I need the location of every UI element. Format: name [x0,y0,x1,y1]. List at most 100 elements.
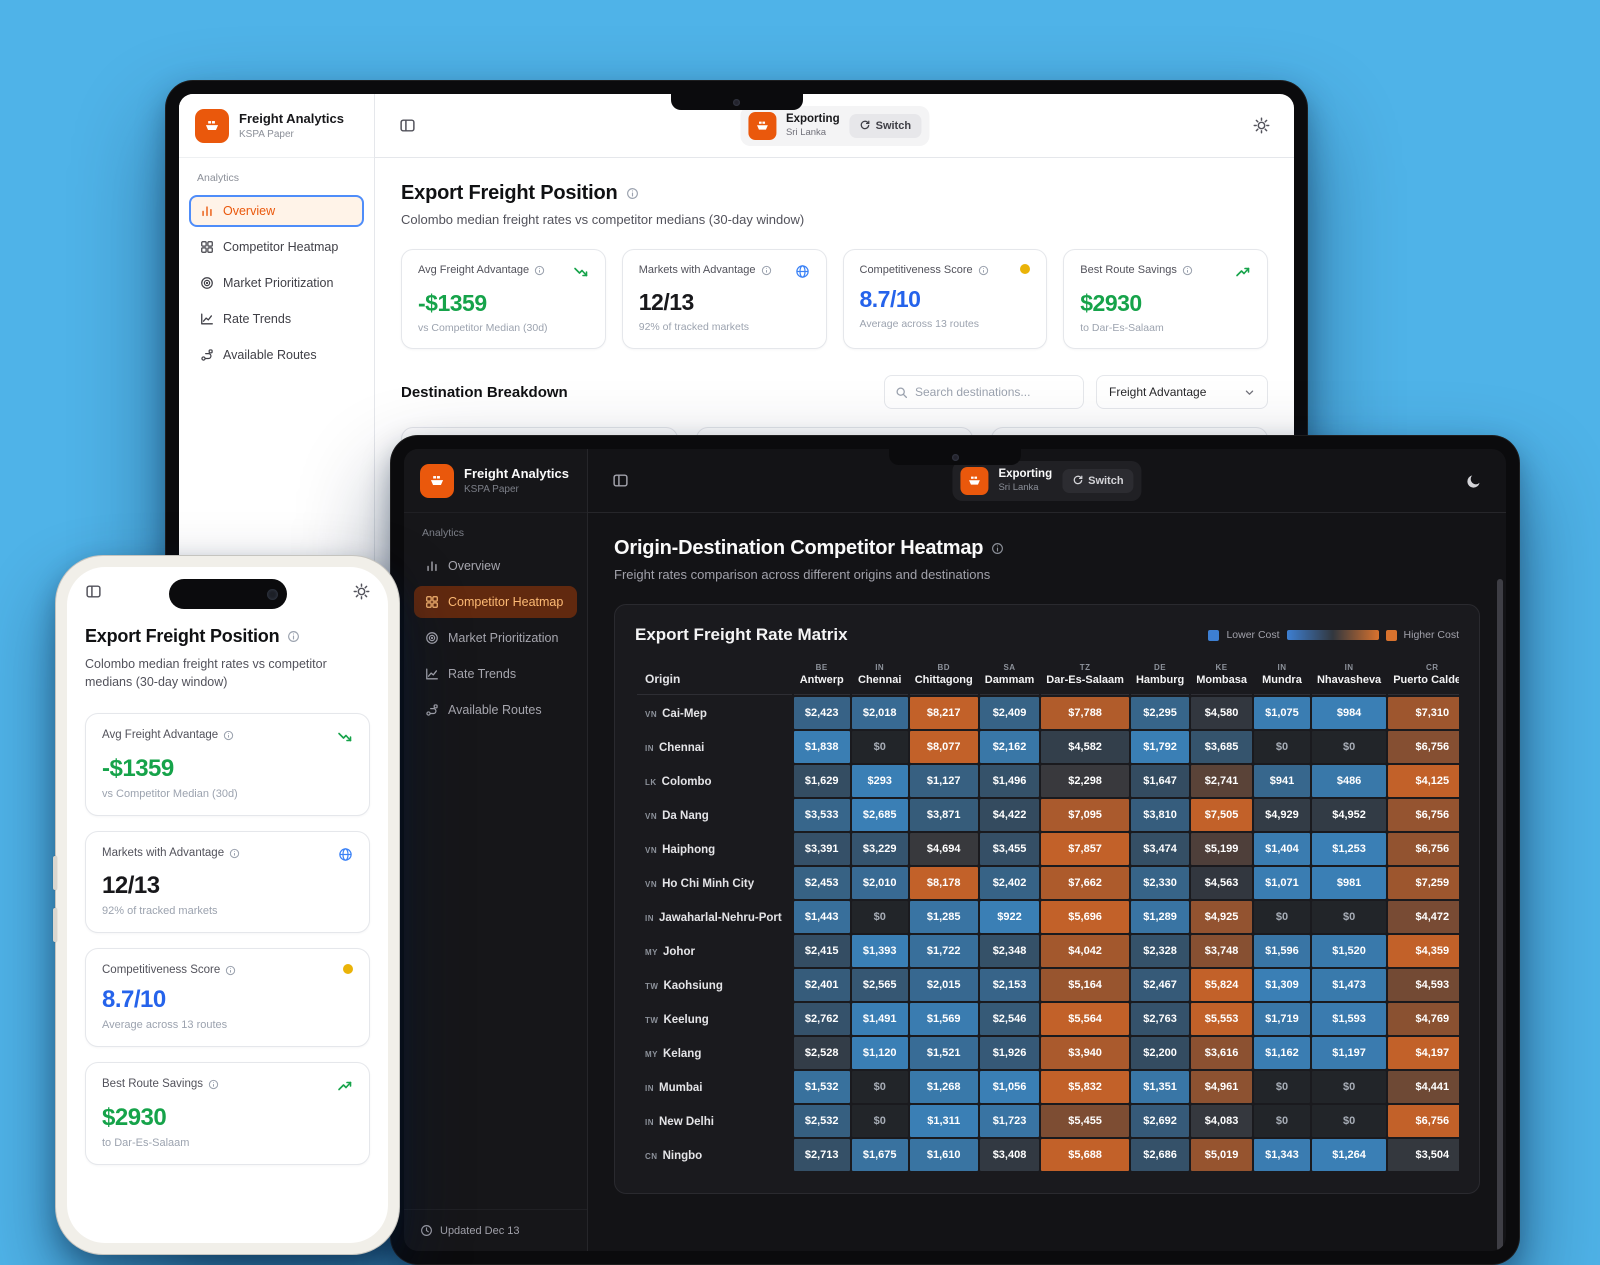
rate-cell[interactable]: $2,330 [1130,867,1190,899]
search-input[interactable] [915,385,1073,399]
rate-cell[interactable]: $2,467 [1130,969,1190,1001]
rate-cell[interactable]: $1,520 [1311,935,1387,967]
rate-cell[interactable]: $1,289 [1130,901,1190,933]
destination-search[interactable] [884,375,1084,409]
rate-cell[interactable]: $3,748 [1191,935,1252,967]
rate-cell[interactable]: $1,719 [1253,1003,1310,1035]
rate-cell[interactable]: $4,042 [1041,935,1129,967]
switch-button[interactable]: Switch [849,113,922,138]
rate-cell[interactable]: $1,351 [1130,1071,1190,1103]
sidebar-item-available-routes[interactable]: Available Routes [189,339,364,371]
rate-cell[interactable]: $5,824 [1191,969,1252,1001]
info-icon[interactable] [761,265,772,276]
rate-cell[interactable]: $2,453 [793,867,850,899]
rate-cell[interactable]: $4,694 [909,833,978,865]
rate-cell[interactable]: $1,127 [909,765,978,797]
sidebar-item-market-prioritization[interactable]: Market Prioritization [189,267,364,299]
rate-cell[interactable]: $1,285 [909,901,978,933]
rate-cell[interactable]: $1,629 [793,765,850,797]
info-icon[interactable] [1182,265,1193,276]
rate-cell[interactable]: $1,393 [851,935,908,967]
rate-cell[interactable]: $0 [1311,901,1387,933]
info-icon[interactable] [978,265,989,276]
rate-cell[interactable]: $3,504 [1388,1139,1459,1171]
rate-cell[interactable]: $2,295 [1130,697,1190,729]
rate-cell[interactable]: $1,268 [909,1071,978,1103]
rate-cell[interactable]: $0 [1311,1105,1387,1137]
rate-cell[interactable]: $4,441 [1388,1071,1459,1103]
rate-cell[interactable]: $1,569 [909,1003,978,1035]
rate-cell[interactable]: $8,217 [909,697,978,729]
rate-cell[interactable]: $7,259 [1388,867,1459,899]
rate-cell[interactable]: $5,199 [1191,833,1252,865]
rate-cell[interactable]: $2,686 [1130,1139,1190,1171]
rate-cell[interactable]: $4,925 [1191,901,1252,933]
rate-cell[interactable]: $7,310 [1388,697,1459,729]
rate-cell[interactable]: $1,722 [909,935,978,967]
sidebar-item-competitor-heatmap[interactable]: Competitor Heatmap [189,231,364,263]
rate-cell[interactable]: $7,505 [1191,799,1252,831]
rate-cell[interactable]: $2,546 [979,1003,1040,1035]
rate-cell[interactable]: $1,264 [1311,1139,1387,1171]
rate-cell[interactable]: $8,077 [909,731,978,763]
rate-cell[interactable]: $0 [1253,901,1310,933]
rate-cell[interactable]: $6,756 [1388,833,1459,865]
rate-cell[interactable]: $1,792 [1130,731,1190,763]
info-icon[interactable] [991,542,1004,555]
rate-cell[interactable]: $4,563 [1191,867,1252,899]
rate-cell[interactable]: $1,723 [979,1105,1040,1137]
rate-cell[interactable]: $6,756 [1388,731,1459,763]
rate-cell[interactable]: $0 [851,1071,908,1103]
rate-cell[interactable]: $4,422 [979,799,1040,831]
rate-cell[interactable]: $2,018 [851,697,908,729]
rate-cell[interactable]: $1,675 [851,1139,908,1171]
rate-cell[interactable]: $984 [1311,697,1387,729]
rate-cell[interactable]: $8,178 [909,867,978,899]
rate-cell[interactable]: $6,756 [1388,1105,1459,1137]
rate-cell[interactable]: $2,015 [909,969,978,1001]
rate-cell[interactable]: $1,532 [793,1071,850,1103]
rate-cell[interactable]: $1,162 [1253,1037,1310,1069]
info-icon[interactable] [534,265,545,276]
sidebar-item-rate-trends[interactable]: Rate Trends [189,303,364,335]
rate-cell[interactable]: $3,455 [979,833,1040,865]
rate-cell[interactable]: $5,553 [1191,1003,1252,1035]
rate-cell[interactable]: $0 [851,731,908,763]
rate-cell[interactable]: $2,762 [793,1003,850,1035]
rate-cell[interactable]: $2,298 [1041,765,1129,797]
rate-cell[interactable]: $4,952 [1311,799,1387,831]
sidebar-toggle-button[interactable] [612,472,629,489]
rate-cell[interactable]: $2,423 [793,697,850,729]
rate-cell[interactable]: $1,838 [793,731,850,763]
rate-cell[interactable]: $2,685 [851,799,908,831]
rate-cell[interactable]: $1,593 [1311,1003,1387,1035]
info-icon[interactable] [225,965,236,976]
rate-cell[interactable]: $2,200 [1130,1037,1190,1069]
rate-cell[interactable]: $2,328 [1130,935,1190,967]
info-icon[interactable] [287,630,300,643]
info-icon[interactable] [208,1079,219,1090]
rate-cell[interactable]: $4,593 [1388,969,1459,1001]
rate-cell[interactable]: $486 [1311,765,1387,797]
rate-cell[interactable]: $3,685 [1191,731,1252,763]
sidebar-toggle-button[interactable] [399,117,416,134]
rate-cell[interactable]: $981 [1311,867,1387,899]
rate-cell[interactable]: $1,071 [1253,867,1310,899]
rate-cell[interactable]: $1,647 [1130,765,1190,797]
rate-cell[interactable]: $3,229 [851,833,908,865]
rate-cell[interactable]: $1,491 [851,1003,908,1035]
rate-cell[interactable]: $0 [1253,731,1310,763]
rate-cell[interactable]: $5,696 [1041,901,1129,933]
rate-cell[interactable]: $1,309 [1253,969,1310,1001]
info-icon[interactable] [223,730,234,741]
rate-cell[interactable]: $5,564 [1041,1003,1129,1035]
rate-cell[interactable]: $2,741 [1191,765,1252,797]
theme-toggle-button[interactable] [1466,473,1482,489]
rate-cell[interactable]: $1,343 [1253,1139,1310,1171]
rate-cell[interactable]: $4,961 [1191,1071,1252,1103]
rate-cell[interactable]: $4,083 [1191,1105,1252,1137]
sort-select[interactable]: Freight Advantage [1096,375,1268,409]
switch-button[interactable]: Switch [1062,468,1134,493]
rate-cell[interactable]: $2,565 [851,969,908,1001]
rate-cell[interactable]: $0 [851,1105,908,1137]
